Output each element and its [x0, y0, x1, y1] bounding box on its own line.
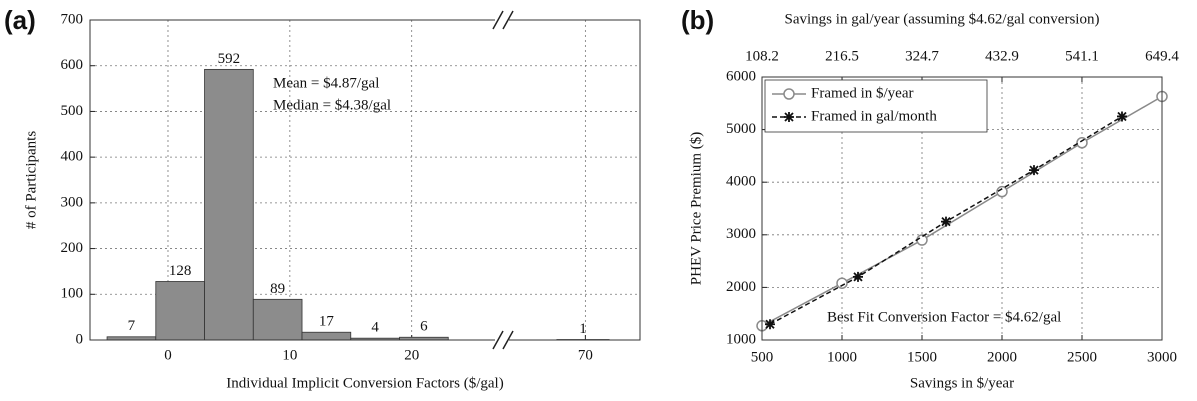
y-tick-label: 1000: [726, 331, 756, 347]
y-tick-label: 6000: [726, 68, 756, 84]
value-label: 128: [169, 263, 192, 279]
panel-label: (b): [681, 5, 714, 35]
panel-label: (a): [4, 5, 36, 35]
y-tick-label: 200: [61, 240, 84, 256]
x-tick-label: 1500: [907, 349, 937, 365]
axis-break-mark: [502, 10, 514, 30]
series-line: [761, 95, 1163, 327]
x2-tick-label: 649.4: [1145, 48, 1179, 64]
point: [765, 319, 775, 330]
axis-break-mark: [492, 330, 504, 350]
bar: [155, 281, 205, 341]
annotation: Best Fit Conversion Factor = $4.62/gal: [827, 309, 1061, 325]
value-label: 592: [218, 51, 241, 67]
y-tick-label: 5000: [726, 121, 756, 137]
point: [853, 271, 863, 282]
plot-frame: [89, 19, 641, 341]
annotation: Mean = $4.87/gal: [273, 75, 379, 91]
y-tick-label: 400: [61, 149, 84, 165]
y-axis-label: # of Participants: [23, 131, 39, 229]
x-tick-label: 3000: [1147, 349, 1177, 365]
x-tick-label: 2000: [987, 349, 1017, 365]
y-axis-label: PHEV Price Premium ($): [688, 132, 704, 285]
legend-box: [764, 79, 988, 133]
y-tick-label: 0: [76, 331, 84, 347]
axis-break-mark: [492, 10, 504, 30]
plot-frame: [761, 76, 1163, 341]
point: [1029, 165, 1039, 176]
point: [916, 234, 928, 246]
x2-tick-label: 432.9: [985, 48, 1019, 64]
x-tick-label: 1000: [827, 349, 857, 365]
value-label: 89: [270, 281, 285, 297]
bar: [252, 298, 303, 341]
x2-tick-label: 324.7: [905, 48, 939, 64]
point: [1076, 137, 1088, 149]
legend-label: Framed in $/year: [811, 85, 913, 101]
value-label: 4: [371, 320, 379, 336]
legend-label: Framed in gal/month: [811, 108, 937, 124]
y-tick-label: 2000: [726, 279, 756, 295]
bar: [301, 331, 352, 341]
y-tick-label: 4000: [726, 174, 756, 190]
y-tick-label: 700: [61, 11, 84, 27]
value-label: 7: [128, 318, 136, 334]
x-axis-label: Individual Implicit Conversion Factors (…: [226, 375, 503, 391]
axis-break-mark: [502, 330, 514, 350]
bar: [204, 68, 254, 341]
y-tick-label: 3000: [726, 226, 756, 242]
x2-axis-label: Savings in gal/year (assuming $4.62/gal …: [785, 11, 1100, 27]
x2-tick-label: 108.2: [745, 48, 779, 64]
x-tick-label: 70: [578, 347, 593, 363]
point: [996, 185, 1008, 198]
value-label: 17: [319, 314, 335, 330]
x-axis-label: Savings in $/year: [910, 375, 1014, 391]
x-tick-label: 10: [282, 347, 297, 363]
value-label: 1: [579, 321, 587, 337]
point: [836, 277, 848, 289]
x-tick-label: 2500: [1067, 349, 1097, 365]
point: [1117, 111, 1127, 122]
x2-tick-label: 216.5: [825, 48, 859, 64]
point: [941, 216, 951, 227]
annotation: Median = $4.38/gal: [273, 97, 391, 113]
y-tick-label: 500: [61, 103, 84, 119]
y-tick-label: 600: [61, 57, 84, 73]
y-tick-label: 300: [61, 194, 84, 210]
value-label: 6: [420, 319, 428, 335]
axis-break-gap: [495, 12, 509, 28]
y-tick-label: 100: [61, 286, 84, 302]
legend-marker: [784, 112, 794, 122]
x-tick-label: 0: [164, 347, 172, 363]
axis-break-gap: [495, 332, 509, 348]
x-tick-label: 500: [751, 349, 774, 365]
x-tick-label: 20: [404, 347, 419, 363]
legend-marker: [783, 88, 795, 100]
x2-tick-label: 541.1: [1065, 48, 1099, 64]
